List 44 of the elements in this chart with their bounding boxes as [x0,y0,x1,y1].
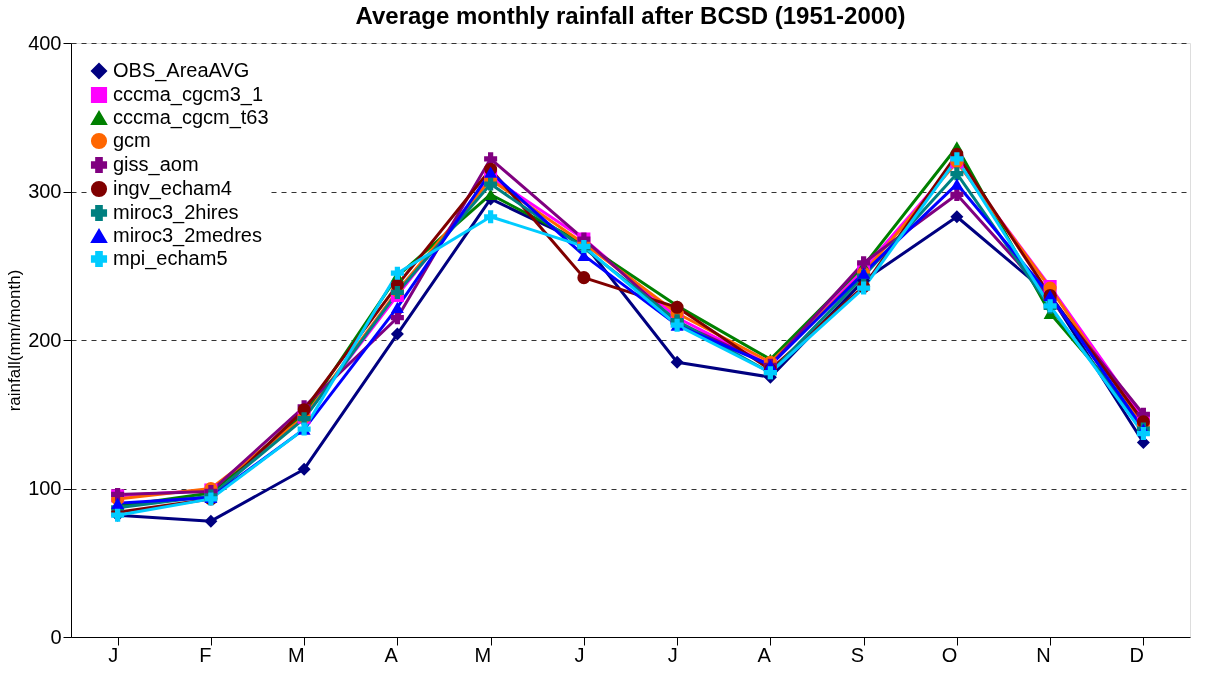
point [950,167,964,181]
x-tick-label: J [108,643,119,666]
x-tick-label: D [1129,643,1144,666]
y-tick-label: 200 [28,328,62,351]
point [950,210,964,224]
y-tick-label: 100 [28,477,62,499]
x-tick-label: A [757,643,772,666]
legend-label: ingv_echam4 [113,177,232,200]
point [577,271,591,285]
legend-label: cccma_cgcm_t63 [113,106,269,129]
legend-label: cccma_cgcm3_1 [113,83,264,106]
legend-label: mpi_echam5 [113,247,228,270]
y-axis-title: rainfall(mm/month) [5,269,25,412]
legend-label: giss_aom [113,153,199,176]
point [390,327,404,341]
point [390,301,404,313]
point [484,188,498,201]
point [390,266,404,280]
x-tick-label: O [941,643,958,666]
point [1136,427,1150,441]
point [484,210,498,224]
point [857,256,871,270]
chart-title: Average monthly rainfall after BCSD (1951-2000) [355,2,906,29]
legend-label: gcm [113,129,151,151]
x-tick-label: F [199,643,212,666]
x-tick-label: M [474,643,492,666]
point [484,166,498,178]
point [950,178,964,190]
x-tick-label: N [1036,643,1051,666]
point [484,177,498,191]
x-tick-label: J [574,643,585,666]
point [204,514,218,528]
x-tick-label: A [384,643,399,666]
legend-label: miroc3_2hires [113,201,239,224]
y-tick-label: 0 [50,625,62,648]
y-tick-label: 400 [28,31,62,54]
legend-label: OBS_AreaAVG [113,59,250,82]
legend-label: miroc3_2medres [113,224,262,247]
x-tick-label: S [850,643,865,666]
x-tick-label: J [667,643,678,666]
x-tick-label: M [287,643,305,666]
y-tick-label: 300 [28,180,62,202]
point [670,355,684,369]
point [297,462,311,476]
